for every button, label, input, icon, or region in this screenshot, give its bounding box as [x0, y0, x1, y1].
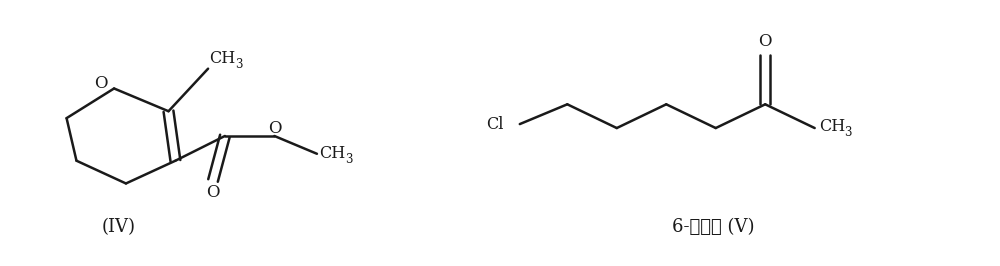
Text: O: O: [758, 34, 772, 51]
Text: (IV): (IV): [102, 218, 136, 236]
Text: 6-氯己酮 (V): 6-氯己酮 (V): [672, 218, 754, 236]
Text: 3: 3: [844, 126, 852, 139]
Text: O: O: [94, 75, 108, 92]
Text: O: O: [206, 184, 220, 201]
Text: Cl: Cl: [486, 116, 504, 132]
Text: O: O: [268, 119, 281, 136]
Text: CH: CH: [819, 118, 845, 135]
Text: CH: CH: [319, 145, 345, 162]
Text: 3: 3: [345, 153, 352, 166]
Text: 3: 3: [235, 58, 242, 71]
Text: CH: CH: [209, 50, 235, 67]
